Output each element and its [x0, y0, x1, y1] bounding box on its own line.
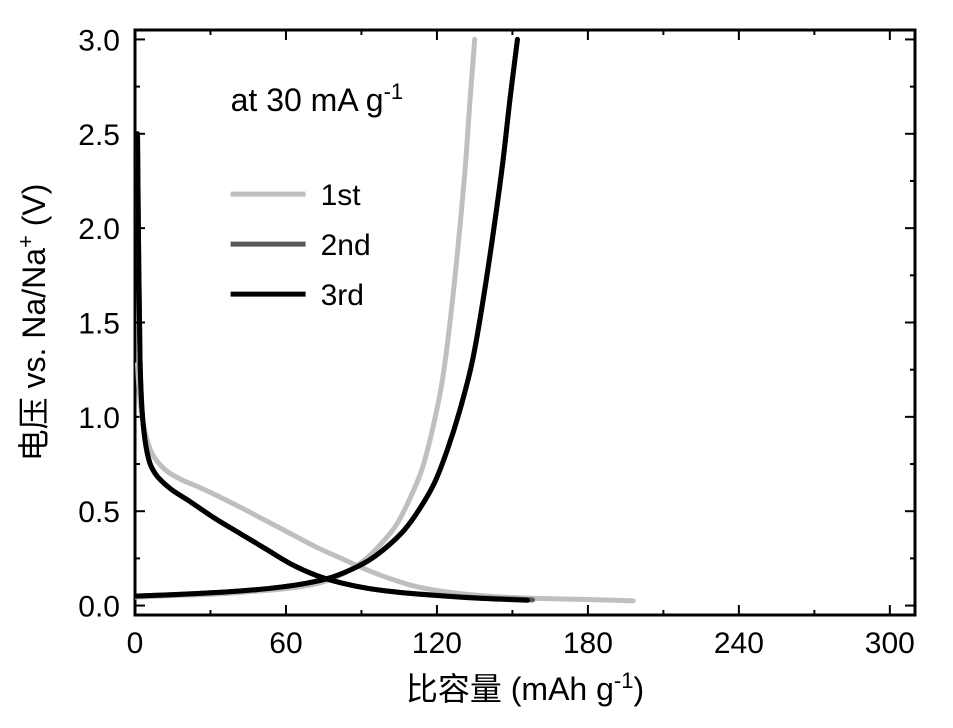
- legend-label: 1st: [321, 179, 362, 212]
- x-tick-label: 240: [714, 627, 764, 660]
- x-tick-label: 120: [412, 627, 462, 660]
- x-tick-label: 180: [563, 627, 613, 660]
- y-tick-label: 2.0: [78, 213, 120, 246]
- x-tick-label: 300: [865, 627, 915, 660]
- x-tick-label: 0: [127, 627, 144, 660]
- chart-container: 0 60 120 180 240 300 0.0 0.5 1.0 1.5 2.0 2.5 3.0 比容量 …: [0, 0, 953, 728]
- series-1st_charge: [135, 39, 475, 597]
- legend-label: 2nd: [321, 229, 371, 262]
- series-group: [135, 39, 633, 600]
- y-tick-label: 0.0: [78, 591, 120, 624]
- y-tick-label: 3.0: [78, 24, 120, 57]
- series-2nd_charge: [135, 39, 517, 596]
- chart-svg: 0 60 120 180 240 300 0.0 0.5 1.0 1.5 2.0 2.5 3.0 比容量 …: [0, 0, 953, 728]
- condition-label: at 30 mA g-1: [231, 79, 404, 119]
- series-3rd_charge: [135, 39, 517, 596]
- y-tick-label: 1.5: [78, 308, 120, 341]
- x-tick-label: 60: [269, 627, 302, 660]
- x-axis-label: 比容量 (mAh g-1): [406, 668, 644, 708]
- y-tick-label: 2.5: [78, 119, 120, 152]
- series-1st_discharge: [138, 364, 634, 601]
- legend-label: 3rd: [321, 279, 364, 312]
- y-tick-label: 0.5: [78, 496, 120, 529]
- y-axis-label: 电压 vs. Na/Na+ (V): [13, 184, 53, 462]
- y-tick-label: 1.0: [78, 402, 120, 435]
